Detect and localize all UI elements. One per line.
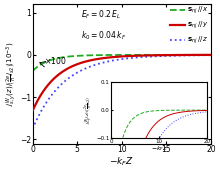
$\mathbf{s}_{nj}\,//\,z$	[210, 54, 212, 56]
$\mathbf{s}_{nj}\,//\,y$	[204, 54, 207, 56]
$\mathbf{s}_{nj}\,//\,z$	[40, 109, 43, 111]
Line: $\mathbf{s}_{nj}\,//\,y$: $\mathbf{s}_{nj}\,//\,y$	[33, 55, 211, 111]
$\mathbf{s}_{nj}\,//\,z$	[205, 54, 207, 56]
$\mathbf{s}_{nj}\,//\,y$	[118, 56, 121, 58]
$\mathbf{s}_{nj}\,//\,x$	[113, 54, 116, 56]
$\mathbf{s}_{nj}\,//\,x$	[205, 54, 207, 56]
$\mathbf{s}_{nj}\,//\,y$	[205, 54, 207, 56]
$\mathbf{s}_{nj}\,//\,y$	[210, 54, 212, 56]
Line: $\mathbf{s}_{nj}\,//\,x$: $\mathbf{s}_{nj}\,//\,x$	[33, 55, 211, 71]
X-axis label: $-k_F Z$: $-k_F Z$	[109, 155, 134, 168]
$\mathbf{s}_{nj}\,//\,y$	[31, 110, 34, 112]
$\mathbf{s}_{nj}\,//\,x$	[31, 70, 34, 72]
Legend: $\mathbf{s}_{nj}\,//\,x$, $\mathbf{s}_{nj}\,//\,y$, $\mathbf{s}_{nj}\,//\,z$: $\mathbf{s}_{nj}\,//\,x$, $\mathbf{s}_{n…	[170, 5, 209, 46]
$\mathbf{s}_{nj}\,//\,z$	[172, 55, 174, 57]
$\mathbf{s}_{nj}\,//\,x$	[118, 54, 121, 56]
$\mathbf{s}_{nj}\,//\,x$	[172, 54, 174, 56]
$\mathbf{s}_{nj}\,//\,y$	[172, 54, 174, 56]
$\mathbf{s}_{nj}\,//\,x$	[204, 54, 207, 56]
$\mathbf{s}_{nj}\,//\,z$	[204, 54, 207, 56]
Text: $E_F = 0.2\,E_L$: $E_F = 0.2\,E_L$	[81, 8, 121, 21]
$\mathbf{s}_{nj}\,//\,z$	[113, 59, 116, 61]
Y-axis label: $j^{W}_{s,y}(z)/\!\left(\frac{2e}{\hbar}j_{s2}\right)\!(10^{-3})$: $j^{W}_{s,y}(z)/\!\left(\frac{2e}{\hbar}…	[4, 42, 19, 106]
$\mathbf{s}_{nj}\,//\,y$	[113, 56, 116, 58]
Text: $k_0 = 0.04\,k_F$: $k_0 = 0.04\,k_F$	[81, 29, 126, 42]
$\mathbf{s}_{nj}\,//\,x$	[40, 63, 43, 65]
Text: $\times 100$: $\times 100$	[44, 55, 67, 66]
$\mathbf{s}_{nj}\,//\,z$	[118, 58, 121, 61]
$\mathbf{s}_{nj}\,//\,x$	[210, 54, 212, 56]
$\mathbf{s}_{nj}\,//\,z$	[31, 128, 34, 130]
Line: $\mathbf{s}_{nj}\,//\,z$: $\mathbf{s}_{nj}\,//\,z$	[33, 55, 211, 129]
$\mathbf{s}_{nj}\,//\,y$	[40, 93, 43, 95]
